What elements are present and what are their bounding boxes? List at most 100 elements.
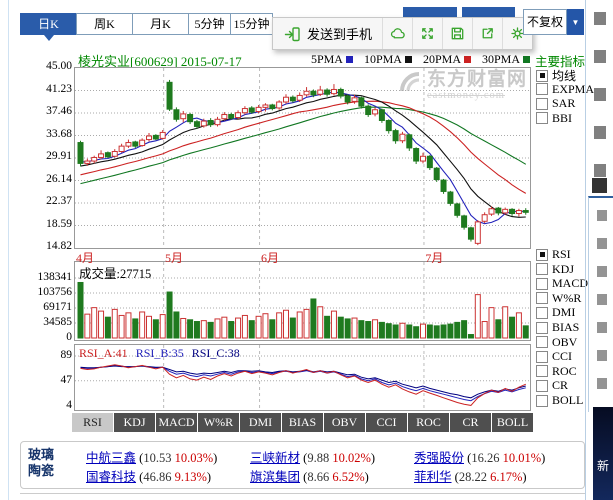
checkbox-osc-BIAS[interactable]: BIAS [536,320,579,335]
checkbox-box [536,97,548,110]
stock-price: 46.86 [143,470,172,484]
period-tab-5分钟[interactable]: 5分钟 [188,13,231,35]
ad-image-text: 新 [597,459,610,473]
period-tab-15分钟[interactable]: 15分钟 [230,13,273,35]
ad-image: 新 [593,407,613,500]
checkbox-osc-RSI[interactable]: RSI [536,247,571,262]
checkbox-checkmark [539,252,545,257]
checkbox-overlay-均线[interactable]: 均线 [536,67,576,84]
clipped-list-fragment [597,266,607,277]
axis-tick-label: 0 [66,331,72,343]
checkbox-box [536,277,548,290]
indicator-tab-bar: RSI KDJ MACD W%R DMI BIAS OBV CCI ROC CR BOLL [72,413,534,432]
month-label-7月: 7月 [425,251,444,265]
clipped-text-fragment [594,12,606,25]
checkbox-overlay-EXPMA[interactable]: EXPMA [536,82,594,97]
rsi-label: RSI_C:38 [191,346,240,360]
stock-link[interactable]: 旗滨集团 [250,470,301,484]
stock-link[interactable]: 菲利华 [414,470,452,484]
checkbox-box [536,263,548,276]
indicator-tab-W%R[interactable]: W%R [198,413,239,432]
clipped-list-fragment [597,238,607,249]
stock-item: 国睿科技 (46.86 9.13%) [86,466,250,485]
indicator-tab-CCI[interactable]: CCI [366,413,407,432]
period-tab-月K[interactable]: 月K [132,13,189,35]
checkbox-osc-ROC[interactable]: ROC [536,364,577,379]
legend-swatch [404,56,412,63]
checkbox-osc-BOLL[interactable]: BOLL [536,393,583,408]
chart-toolbar: 发送到手机 [272,17,534,50]
settings-button[interactable] [502,18,532,49]
checkbox-osc-DMI[interactable]: DMI [536,305,575,320]
indicator-tab-MACD[interactable]: MACD [156,413,197,432]
stock-paren: ) [213,451,218,465]
stock-item: 旗滨集团 (8.66 6.52%) [250,466,414,485]
chevron-down-icon[interactable]: ▼ [567,9,584,35]
save-icon [449,25,466,42]
checkbox-osc-CCI[interactable]: CCI [536,349,572,364]
clipped-list-fragment [597,322,607,333]
legend-label: 20PMA [422,52,461,66]
right-panel-divider [585,0,586,500]
checkbox-label: MACD [552,276,589,291]
indicator-tab-RSI[interactable]: RSI [72,413,113,432]
adjustment-dropdown[interactable]: 不复权 ▼ [523,9,584,35]
period-tab-周K[interactable]: 周K [76,13,133,35]
stock-item: 菲利华 (28.22 6.17%) [414,466,578,485]
cloud-button[interactable] [382,18,412,49]
stock-item: 三峡新材 (9.88 10.02%) [250,447,414,466]
checkbox-box [536,336,548,349]
checkbox-osc-OBV[interactable]: OBV [536,335,577,350]
checkbox-label: RSI [552,247,571,261]
checkbox-box [536,350,548,363]
legend-label: 30PMA [481,52,520,66]
send-to-phone-button[interactable]: 发送到手机 [273,18,382,49]
rsi-value-labels: RSI_A:41 RSI_B:35 RSI_C:38 [79,346,240,361]
clipped-text-fragment [594,126,606,139]
checkbox-osc-W%R[interactable]: W%R [536,291,581,306]
indicator-tab-CR[interactable]: CR [450,413,491,432]
indicator-tab-KDJ[interactable]: KDJ [114,413,155,432]
axis-tick-label: 26.14 [46,172,72,185]
legend-item-20PMA: 20PMA [423,52,471,67]
clipped-list-fragment [597,378,607,389]
expand-button[interactable] [412,18,442,49]
checkbox-overlay-SAR[interactable]: SAR [536,96,575,111]
checkbox-box [536,321,548,334]
indicator-tab-DMI[interactable]: DMI [240,413,281,432]
obscured-tab-stub [462,7,515,18]
stock-link[interactable]: 国睿科技 [86,470,137,484]
legend-item-10PMA: 10PMA [364,52,412,67]
stock-paren: ) [522,470,527,484]
period-tab-日K[interactable]: 日K [20,13,77,35]
stock-price: 10.53 [143,451,172,465]
axis-tick-label: 89 [60,349,73,361]
checkbox-label: SAR [552,96,576,111]
stock-link[interactable]: 秀强股份 [414,451,465,465]
checkbox-osc-MACD[interactable]: MACD [536,276,588,291]
rsi-chart [74,344,531,411]
indicator-tab-OBV[interactable]: OBV [324,413,365,432]
stock-price: 8.66 [307,470,330,484]
clipped-text-fragment [594,164,606,177]
checkbox-osc-KDJ[interactable]: KDJ [536,262,574,277]
axis-tick-label: 37.46 [46,105,72,117]
checkbox-label: OBV [552,334,578,349]
share-button[interactable] [472,18,502,49]
stock-paren: ) [206,470,212,484]
checkbox-box [536,112,548,125]
stock-category-label: 玻璃 陶瓷 [28,447,68,479]
axis-tick-label: 47 [60,373,73,386]
stock-link[interactable]: 中航三鑫 [86,451,137,465]
stock-link[interactable]: 三峡新材 [250,451,301,465]
save-button[interactable] [442,18,472,49]
indicator-tab-ROC[interactable]: ROC [408,413,449,432]
rsi-label: RSI_A:41 [79,346,128,360]
chart-title: 棱光实业[600629] 2015-07-17 [78,54,242,69]
indicator-tab-BIAS[interactable]: BIAS [282,413,323,432]
checkbox-overlay-BBI[interactable]: BBI [536,111,572,126]
indicator-tab-BOLL[interactable]: BOLL [492,413,533,432]
checkbox-label: W%R [552,290,582,305]
checkbox-osc-CR[interactable]: CR [536,378,568,393]
